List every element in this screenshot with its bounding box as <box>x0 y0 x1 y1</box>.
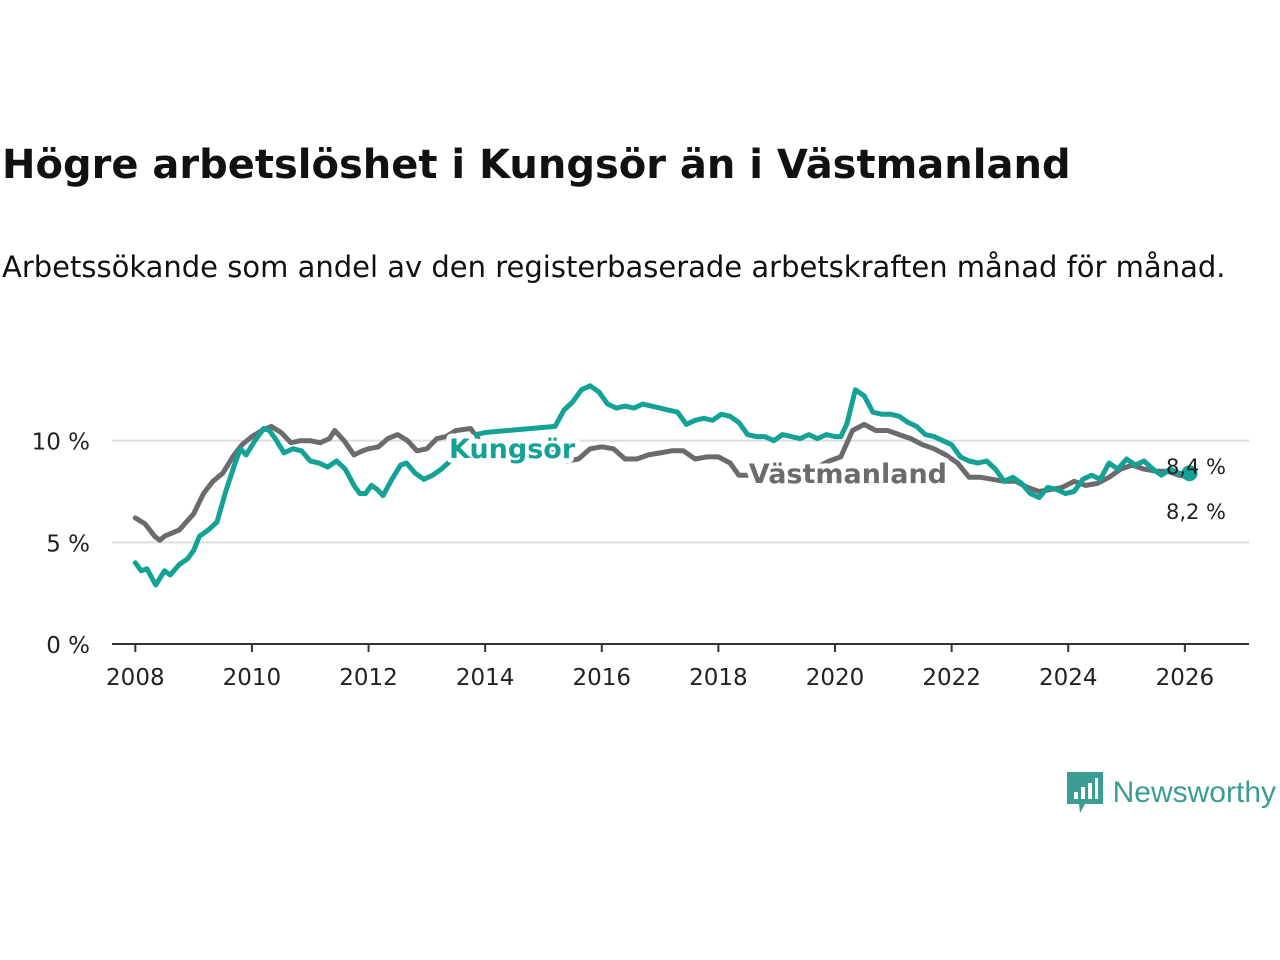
series-line-vastmanland <box>132 421 1192 543</box>
x-tick-label: 2018 <box>689 665 748 691</box>
kungsor-series-label-halo: Kungsör <box>449 434 576 465</box>
kungsor-end-value: 8,4 % <box>1166 455 1226 479</box>
gridlines <box>112 439 1249 544</box>
brand-name: Newsworthy <box>1112 776 1276 809</box>
y-tick-label: 10 % <box>32 430 90 456</box>
chart-title: Högre arbetslöshet i Kungsör än i Västma… <box>2 142 1071 188</box>
bar-chart-logo-icon <box>1066 772 1103 813</box>
x-tick-label: 2008 <box>106 665 165 691</box>
x-tick-label: 2026 <box>1156 665 1215 691</box>
chart-subtitle: Arbetssökande som andel av den registerb… <box>2 250 1226 284</box>
line-chart: 0 %5 %10 % 2008 2010 2012 2014 2016 2018 2020 2… <box>32 383 1249 691</box>
series-lines <box>132 383 1198 588</box>
x-tick-label: 2022 <box>922 665 981 691</box>
kungsor-series-label: Kungsör <box>449 434 576 465</box>
x-axis: 2008 2010 2012 2014 2016 2018 2020 2022 2024 2026 <box>106 643 1249 691</box>
x-tick-label: 2024 <box>1039 665 1098 691</box>
y-tick-label: 0 % <box>46 633 90 659</box>
x-tick-label: 2020 <box>806 665 865 691</box>
series-line-kungsor <box>132 383 1192 588</box>
kungsor-end-point <box>1181 465 1198 482</box>
y-axis-ticks: 0 % 5 % 10 % <box>32 430 90 659</box>
vastmanland-end-value: 8,2 % <box>1166 500 1226 524</box>
vastmanland-series-label-halo: Västmanland <box>749 459 947 490</box>
y-tick-label: 5 % <box>46 531 90 557</box>
vastmanland-series-label: Västmanland <box>749 459 947 490</box>
x-tick-label: 2014 <box>456 665 515 691</box>
newsworthy-logo: Newsworthy <box>1066 772 1276 814</box>
x-tick-label: 2016 <box>573 665 632 691</box>
x-tick-label: 2012 <box>339 665 398 691</box>
x-tick-label: 2010 <box>223 665 282 691</box>
